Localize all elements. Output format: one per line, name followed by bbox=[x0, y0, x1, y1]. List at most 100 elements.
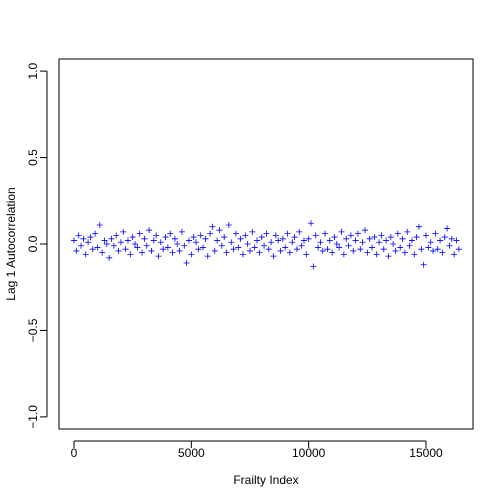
point bbox=[448, 235, 455, 242]
point bbox=[286, 249, 293, 256]
point bbox=[291, 234, 298, 241]
point bbox=[270, 253, 277, 260]
point bbox=[369, 244, 376, 251]
point bbox=[218, 242, 225, 249]
point bbox=[397, 244, 404, 251]
point bbox=[415, 223, 422, 230]
point bbox=[394, 230, 401, 237]
point bbox=[246, 247, 253, 254]
point bbox=[195, 246, 202, 253]
point bbox=[418, 246, 425, 253]
point bbox=[277, 247, 284, 254]
point bbox=[413, 234, 420, 241]
point bbox=[324, 246, 331, 253]
x-tick-label: 10000 bbox=[292, 446, 326, 460]
point bbox=[80, 235, 87, 242]
point bbox=[427, 239, 434, 246]
point bbox=[183, 260, 190, 267]
point bbox=[214, 237, 221, 244]
point bbox=[296, 228, 303, 235]
point bbox=[78, 242, 85, 249]
point bbox=[235, 244, 242, 251]
point bbox=[352, 237, 359, 244]
point bbox=[207, 230, 214, 237]
point bbox=[364, 249, 371, 256]
point bbox=[451, 251, 458, 258]
point bbox=[261, 242, 268, 249]
y-tick-label: 0.5 bbox=[26, 149, 40, 166]
point bbox=[117, 239, 124, 246]
point bbox=[127, 251, 134, 258]
point bbox=[139, 249, 146, 256]
point bbox=[113, 232, 120, 239]
point bbox=[221, 234, 228, 241]
point bbox=[103, 241, 110, 247]
point bbox=[197, 232, 204, 239]
point bbox=[322, 230, 329, 237]
point bbox=[244, 241, 251, 247]
point bbox=[176, 247, 183, 254]
point bbox=[383, 237, 390, 244]
point bbox=[190, 234, 197, 241]
point bbox=[153, 232, 160, 239]
point bbox=[87, 234, 94, 241]
point bbox=[82, 251, 89, 258]
point bbox=[178, 228, 185, 235]
point bbox=[146, 227, 153, 234]
point bbox=[169, 249, 176, 256]
point bbox=[92, 230, 99, 237]
point bbox=[110, 242, 117, 249]
point bbox=[265, 246, 272, 253]
point bbox=[439, 249, 446, 256]
point bbox=[155, 253, 162, 260]
point bbox=[202, 235, 209, 242]
point bbox=[132, 241, 139, 247]
point bbox=[134, 244, 141, 251]
point bbox=[298, 242, 305, 249]
point bbox=[174, 241, 181, 247]
point bbox=[319, 247, 326, 254]
point bbox=[343, 235, 350, 242]
point bbox=[444, 225, 451, 232]
point bbox=[376, 239, 383, 246]
point bbox=[329, 249, 336, 256]
point bbox=[268, 239, 275, 246]
point bbox=[366, 235, 373, 242]
point bbox=[331, 234, 338, 241]
point bbox=[162, 234, 169, 241]
point bbox=[284, 230, 291, 237]
point bbox=[317, 239, 324, 246]
point bbox=[115, 247, 122, 254]
point bbox=[237, 235, 244, 242]
point bbox=[333, 241, 340, 247]
point bbox=[303, 251, 310, 258]
point bbox=[251, 244, 258, 251]
point bbox=[408, 237, 415, 244]
point bbox=[380, 246, 387, 253]
point bbox=[242, 232, 249, 239]
point bbox=[392, 247, 399, 254]
point bbox=[122, 246, 129, 253]
point bbox=[441, 234, 448, 241]
point bbox=[378, 232, 385, 239]
point bbox=[434, 246, 441, 253]
point bbox=[99, 249, 106, 256]
point bbox=[446, 242, 453, 249]
point bbox=[223, 249, 230, 256]
point bbox=[124, 237, 131, 244]
point bbox=[390, 241, 397, 247]
y-axis-label: Lag 1 Autocorrelation bbox=[4, 187, 18, 300]
point bbox=[357, 246, 364, 253]
x-axis-label: Frailty Index bbox=[233, 473, 298, 487]
point bbox=[371, 234, 378, 241]
point bbox=[350, 247, 357, 254]
point bbox=[340, 251, 347, 258]
point bbox=[185, 237, 192, 244]
point bbox=[354, 230, 361, 237]
point bbox=[200, 244, 207, 251]
point bbox=[315, 244, 322, 251]
point bbox=[106, 254, 113, 261]
point bbox=[216, 227, 223, 234]
